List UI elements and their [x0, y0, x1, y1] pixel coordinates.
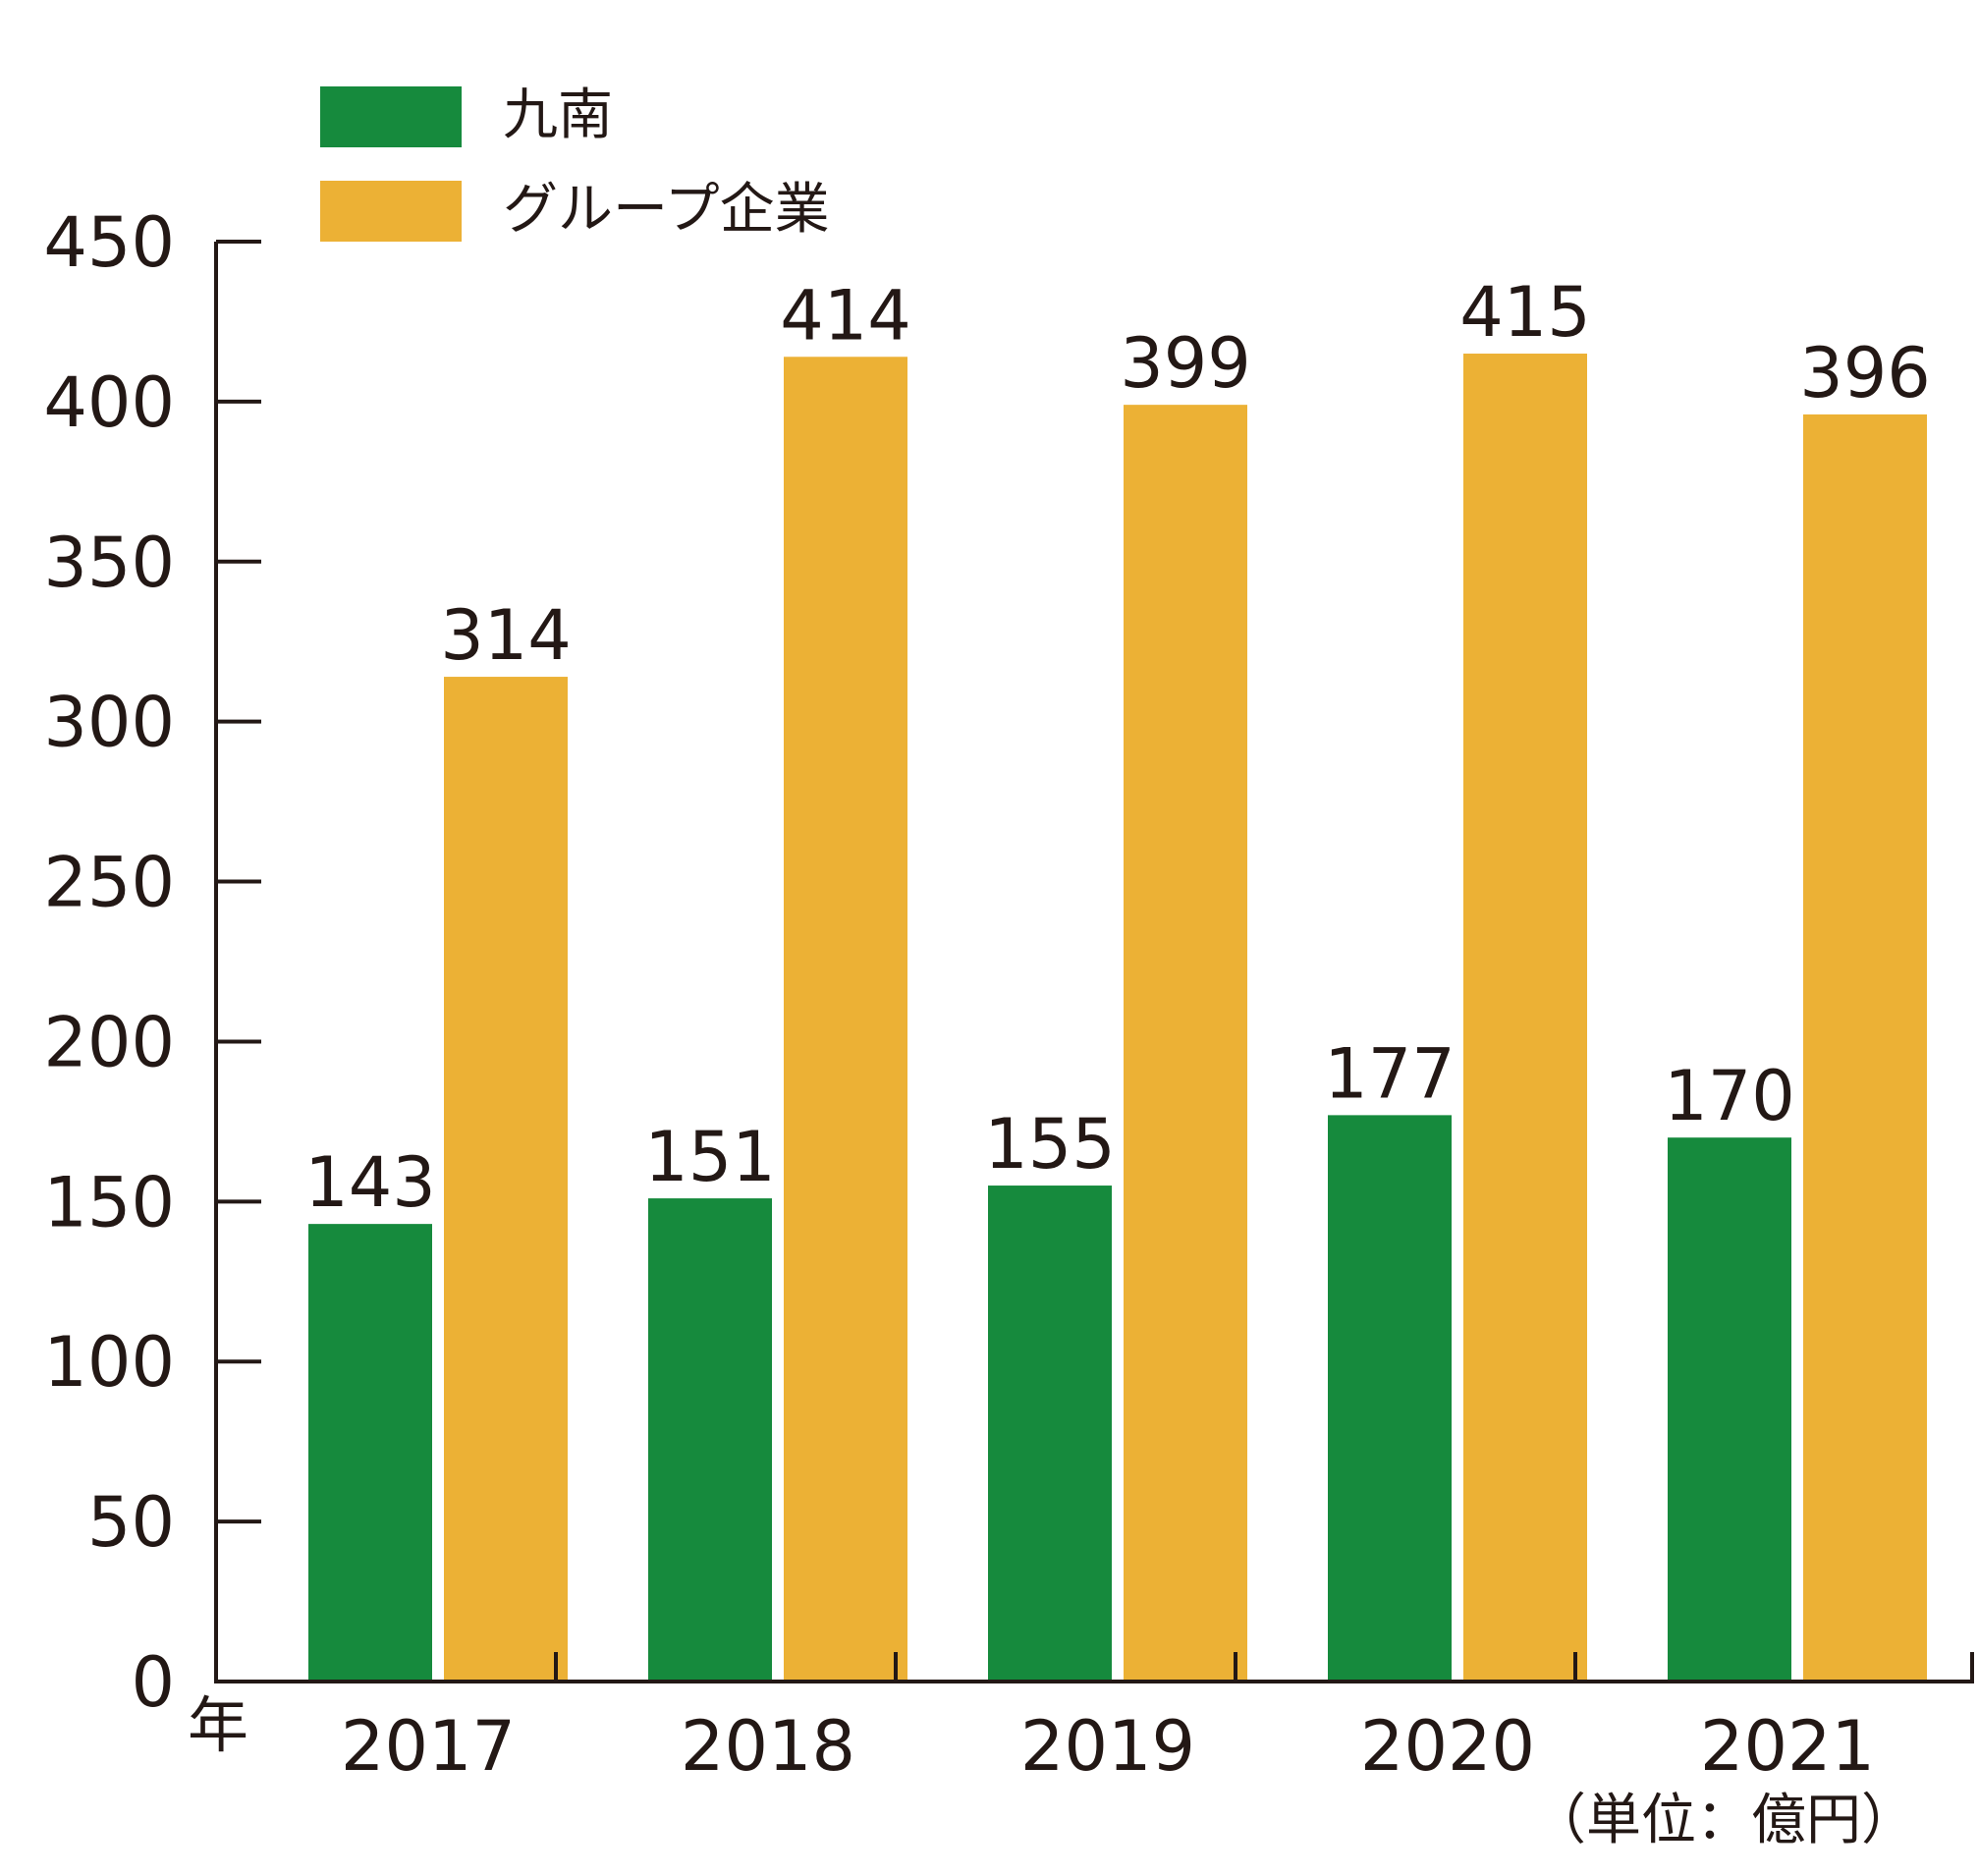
- y-tick-label: 350: [43, 523, 175, 603]
- legend-label: 九南: [503, 83, 613, 147]
- unit-note: （単位：億円）: [1531, 1789, 1916, 1852]
- data-label: 143: [304, 1142, 436, 1223]
- x-tick-label: 2018: [681, 1706, 855, 1787]
- y-tick-label: 450: [43, 202, 175, 283]
- data-label: 314: [440, 595, 572, 676]
- bar-group-companies: [444, 677, 568, 1682]
- data-label: 415: [1459, 272, 1591, 353]
- x-tick-label: 2019: [1020, 1706, 1195, 1787]
- data-label: 170: [1664, 1056, 1795, 1136]
- y-tick-label: 300: [43, 683, 175, 763]
- x-axis: 2017 2018 2019 2020 2021: [214, 1652, 1974, 1787]
- bar-kyunan: [1328, 1115, 1452, 1682]
- y-tick-label: 0: [131, 1642, 175, 1723]
- bar-group-companies: [1803, 414, 1927, 1682]
- x-tick-label: 2017: [341, 1706, 516, 1787]
- legend-swatch: [320, 86, 462, 147]
- legend-swatch: [320, 181, 462, 242]
- bar-kyunan: [648, 1198, 772, 1682]
- bar-kyunan: [1668, 1137, 1791, 1682]
- data-label: 399: [1120, 323, 1251, 404]
- x-tick-label: 2020: [1360, 1706, 1535, 1787]
- data-label: 155: [984, 1104, 1116, 1185]
- bar-group-companies: [1124, 405, 1247, 1682]
- data-label: 396: [1799, 333, 1931, 414]
- y-tick-label: 50: [87, 1482, 175, 1563]
- y-tick-label: 200: [43, 1002, 175, 1082]
- bar-group-companies: [784, 357, 907, 1682]
- bars: 143 314 151 414 155 399 177 415 170 396: [304, 272, 1931, 1682]
- data-label: 414: [780, 275, 911, 356]
- bar-kyunan: [308, 1224, 432, 1682]
- x-axis-label: 年: [188, 1689, 248, 1761]
- x-tick-label: 2021: [1700, 1706, 1875, 1787]
- y-axis: 0 50 100 150 200 250 300 350 400 450: [43, 202, 261, 1723]
- legend-label: グループ企業: [503, 178, 830, 242]
- data-label: 151: [644, 1117, 776, 1197]
- bar-group-companies: [1463, 354, 1587, 1682]
- y-tick-label: 400: [43, 362, 175, 443]
- y-tick-label: 250: [43, 843, 175, 923]
- y-tick-label: 100: [43, 1322, 175, 1403]
- bar-kyunan: [988, 1186, 1112, 1682]
- data-label: 177: [1324, 1033, 1456, 1114]
- y-tick-label: 150: [43, 1162, 175, 1242]
